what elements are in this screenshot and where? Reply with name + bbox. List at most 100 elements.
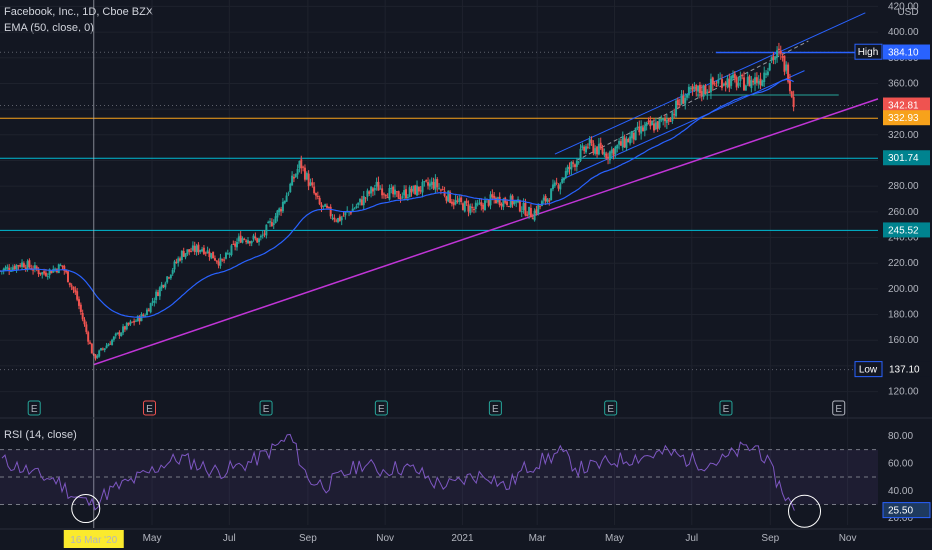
candle-body — [697, 85, 700, 92]
candle-body — [605, 153, 608, 159]
support-trendline[interactable] — [93, 98, 879, 366]
candle-body — [472, 209, 475, 211]
candle-body — [513, 201, 516, 205]
candle-body — [417, 186, 420, 192]
candle-body — [656, 121, 659, 130]
candle-body — [506, 201, 509, 205]
candle-body — [515, 201, 518, 203]
candle-body — [596, 146, 599, 155]
candle-body — [243, 238, 246, 240]
candle-body — [28, 260, 31, 268]
candle-body — [711, 77, 714, 85]
channel-mid-line[interactable] — [576, 40, 809, 161]
chart-title: Facebook, Inc., 1D, Cboe BZX — [4, 6, 154, 18]
candle-body — [783, 55, 786, 72]
candle-body — [592, 143, 595, 154]
candle-body — [526, 214, 529, 217]
candle-body — [627, 139, 630, 143]
candle-body — [404, 189, 407, 199]
candle-body — [186, 249, 189, 254]
earnings-icon[interactable] — [719, 400, 733, 416]
candle-body — [228, 253, 231, 255]
y-tick-label: 200.00 — [888, 284, 919, 295]
candle-body — [127, 322, 130, 325]
candle-body — [278, 208, 281, 213]
candle-body — [61, 265, 64, 267]
candle-body — [169, 274, 172, 279]
candle-body — [540, 201, 543, 207]
candle-body — [561, 179, 564, 183]
candle-body — [450, 201, 453, 204]
candle-body — [658, 118, 661, 128]
cursor-date-box — [63, 530, 124, 548]
x-tick-label: Nov — [839, 533, 857, 544]
earnings-icon[interactable] — [604, 400, 618, 416]
earnings-marker-label: E — [378, 404, 385, 415]
candle-body — [340, 217, 343, 221]
candle-body — [456, 200, 459, 202]
candle-body — [708, 91, 711, 94]
candle-body — [428, 183, 431, 187]
candle-body — [349, 211, 352, 214]
candle-body — [43, 271, 46, 274]
candle-body — [123, 326, 126, 330]
earnings-icon[interactable] — [832, 400, 846, 416]
candle-body — [364, 197, 367, 199]
candle-body — [131, 321, 134, 323]
candle-body — [258, 238, 261, 242]
candle-body — [179, 258, 182, 261]
candle-body — [447, 190, 450, 202]
candle-body — [298, 160, 301, 169]
candle-body — [188, 249, 191, 252]
earnings-icon[interactable] — [374, 400, 388, 416]
rsi-value-label: 25.50 — [888, 506, 913, 517]
candle-body — [44, 272, 47, 276]
candle-body — [89, 342, 92, 344]
candle-body — [535, 209, 538, 214]
rsi-legend: RSI (14, close) — [4, 429, 77, 441]
candle-body — [781, 56, 784, 58]
candle-body — [427, 182, 430, 186]
candle-body — [32, 269, 35, 271]
candle-body — [777, 48, 780, 50]
candle-body — [337, 217, 340, 223]
candle-body — [564, 171, 567, 178]
candle-body — [452, 202, 455, 206]
candle-body — [371, 188, 374, 192]
candle-body — [765, 73, 768, 75]
candle-body — [54, 268, 57, 271]
y-tick-label: 400.00 — [888, 27, 919, 38]
candle-body — [59, 265, 62, 267]
candle-body — [737, 82, 740, 86]
candle-body — [230, 245, 233, 256]
candle-body — [406, 196, 409, 199]
cursor-date-label: 16 Mar '20 — [70, 535, 117, 546]
candle-body — [461, 203, 464, 211]
channel-lower-line[interactable] — [561, 70, 805, 181]
candle-body — [520, 211, 523, 213]
earnings-icon[interactable] — [488, 400, 502, 416]
candle-body — [763, 72, 766, 82]
candle-body — [509, 195, 512, 207]
candle-body — [570, 161, 573, 170]
candle-body — [518, 200, 521, 212]
candle-body — [720, 79, 723, 88]
candle-body — [366, 190, 369, 197]
candle-body — [399, 197, 402, 200]
y-tick-label: 240.00 — [888, 233, 919, 244]
candle-body — [529, 207, 532, 218]
candle-body — [671, 112, 674, 121]
earnings-icon[interactable] — [143, 400, 157, 416]
candle-body — [379, 188, 382, 190]
candle-body — [686, 94, 689, 98]
earnings-icon[interactable] — [259, 400, 273, 416]
candle-body — [531, 218, 534, 220]
candle-body — [311, 182, 314, 186]
x-tick-label: Mar — [529, 533, 547, 544]
candle-body — [342, 215, 345, 217]
candle-body — [673, 114, 676, 116]
candle-body — [682, 95, 685, 104]
earnings-icon[interactable] — [27, 400, 41, 416]
candle-body — [397, 191, 400, 199]
